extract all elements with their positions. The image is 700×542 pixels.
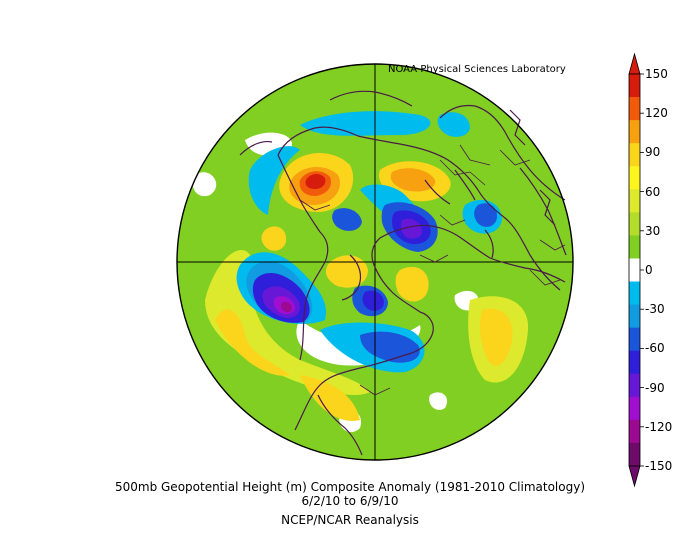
colorbar-label: -150 [645,459,673,473]
country-borders [299,144,566,396]
colorbar-segment [629,97,640,121]
colorbar-arrow-top [628,52,641,75]
colorbar [628,52,644,488]
graticule [177,64,573,460]
colorbar-segment [629,327,640,352]
colorbar-label: 120 [645,106,668,121]
colorbar-label: -90 [645,380,665,395]
colorbar-label: -120 [645,419,673,434]
caption-line-2: 6/2/10 to 6/9/10 [301,494,399,508]
colorbar-segment [629,281,640,306]
colorbar-segment [629,350,640,375]
colorbar-label: 30 [645,223,661,238]
colorbar-segment [629,396,640,421]
map-border [176,63,574,461]
colorbar-label: 60 [645,184,661,199]
colorbar-segment [629,212,640,236]
colorbar-segment [629,235,640,259]
colorbar-segment [629,304,640,329]
colorbar-label: -60 [645,341,665,356]
colorbar-label: 150 [645,67,668,81]
caption-line-1: 500mb Geopotential Height (m) Composite … [114,480,585,494]
colorbar-segment [629,166,640,190]
credit-text: NOAA Physical Sciences Laboratory [388,64,566,75]
colorbar-segment [629,189,640,213]
colorbar-segment [629,419,640,444]
colorbar-segment [629,74,640,98]
colorbar-segment [629,442,640,467]
colorbar-segment [629,258,640,283]
colorbar-label: 90 [645,145,661,160]
caption-line-3: NCEP/NCAR Reanalysis [281,513,419,527]
colorbar-label: -30 [645,302,665,317]
colorbar-segment [629,143,640,167]
colorbar-segment [629,373,640,398]
colorbar-label: 0 [645,263,653,277]
colorbar-segment [629,120,640,144]
